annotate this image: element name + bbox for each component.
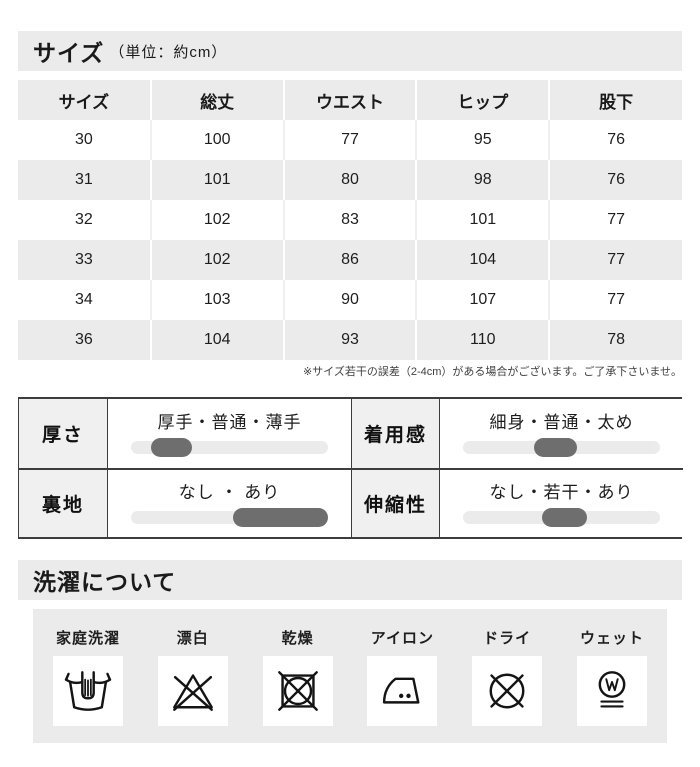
attribute-label: 厚さ [19, 399, 107, 468]
care-symbol-item: ドライ [472, 627, 543, 726]
slider-pill [233, 508, 328, 527]
care-symbol-item: 家庭洗濯 [53, 627, 123, 726]
size-cell: 90 [282, 280, 417, 320]
care-symbols-panel: 家庭洗濯 漂白 乾燥 アイロン ドライ ウェット [33, 609, 667, 743]
table-row: 36 104 93 110 78 [18, 320, 682, 360]
care-symbol-label: 漂白 [176, 629, 209, 647]
attribute-value: なし ・ あり [107, 468, 351, 537]
size-cell: 33 [18, 240, 151, 280]
no-bleach-icon [157, 655, 228, 726]
attribute-table: 厚さ 厚手・普通・薄手 着用感 細身・普通・太め裏地 なし ・ あり 伸縮性 なし・若干・あ… [18, 397, 683, 539]
size-cell: 36 [18, 320, 151, 360]
no-tumble-dry-icon [262, 655, 333, 726]
care-symbol-label: 乾燥 [281, 629, 314, 647]
size-cell: 76 [548, 160, 682, 200]
size-column-header: 総丈 [149, 80, 284, 120]
attribute-value: 厚手・普通・薄手 [107, 399, 351, 468]
slider-pill [150, 438, 193, 457]
size-table-body: 30 100 77 95 76 31 101 80 98 76 32 102 83 101 77 33 102 8… [18, 120, 682, 360]
size-cell: 80 [282, 160, 417, 200]
size-cell: 31 [18, 160, 151, 200]
size-cell: 78 [548, 320, 682, 360]
iron-two-dots-icon [367, 655, 438, 726]
size-cell: 83 [282, 200, 417, 240]
attribute-label: 着用感 [351, 399, 439, 468]
size-cell: 100 [149, 120, 284, 160]
size-cell: 103 [149, 280, 284, 320]
attribute-label: 伸縮性 [351, 468, 439, 537]
table-row: 31 101 80 98 76 [18, 160, 682, 200]
attribute-slider [131, 437, 328, 457]
slider-pill [541, 508, 587, 527]
size-cell: 34 [18, 280, 151, 320]
size-section-header: サイズ （単位：約cm） [18, 31, 682, 71]
attribute-slider [463, 507, 660, 527]
attribute-value: なし・若干・あり [439, 468, 683, 537]
size-unit-note: （単位：約cm） [109, 43, 228, 61]
attribute-scale-text: なし ・ あり [178, 483, 281, 502]
size-column-header: ヒップ [415, 80, 550, 120]
care-symbol-label: アイロン [370, 629, 435, 647]
size-table-header-row: サイズ 総丈 ウエスト ヒップ 股下 [18, 80, 682, 120]
size-cell: 107 [415, 280, 550, 320]
table-row: 33 102 86 104 77 [18, 240, 682, 280]
size-column-header: 股下 [548, 80, 682, 120]
size-column-header: サイズ [18, 80, 151, 120]
size-cell: 77 [282, 120, 417, 160]
size-section-title: サイズ [33, 40, 105, 66]
table-row: 32 102 83 101 77 [18, 200, 682, 240]
size-cell: 101 [415, 200, 550, 240]
size-cell: 102 [149, 200, 284, 240]
care-symbol-item: 漂白 [157, 627, 228, 726]
care-symbol-label: ウェット [579, 629, 644, 647]
attribute-scale-text: 厚手・普通・薄手 [157, 413, 302, 432]
size-cell: 110 [415, 320, 550, 360]
attribute-scale-text: なし・若干・あり [489, 483, 634, 502]
size-cell: 77 [548, 240, 682, 280]
size-cell: 104 [415, 240, 550, 280]
attribute-scale-text: 細身・普通・太め [489, 413, 634, 432]
size-cell: 76 [548, 120, 682, 160]
care-symbol-item: アイロン [367, 627, 438, 726]
no-dry-clean-icon [472, 655, 543, 726]
size-cell: 98 [415, 160, 550, 200]
washing-section-title: 洗濯について [33, 569, 177, 595]
table-row: 30 100 77 95 76 [18, 120, 682, 160]
size-cell: 93 [282, 320, 417, 360]
size-cell: 32 [18, 200, 151, 240]
hand-wash-icon [53, 655, 123, 726]
attribute-value: 細身・普通・太め [439, 399, 683, 468]
washing-section-header: 洗濯について [18, 560, 682, 600]
size-column-header: ウエスト [282, 80, 417, 120]
size-cell: 101 [149, 160, 284, 200]
size-cell: 102 [149, 240, 284, 280]
care-symbol-label: ドライ [483, 629, 532, 647]
care-symbol-label: 家庭洗濯 [55, 629, 120, 647]
size-cell: 77 [548, 200, 682, 240]
attribute-label: 裏地 [19, 468, 107, 537]
attribute-slider [131, 507, 328, 527]
size-cell: 95 [415, 120, 550, 160]
care-symbol-item: ウェット [576, 627, 647, 726]
size-cell: 30 [18, 120, 151, 160]
size-cell: 104 [149, 320, 284, 360]
care-symbol-item: 乾燥 [262, 627, 333, 726]
size-cell: 86 [282, 240, 417, 280]
size-tolerance-note: ※サイズ若干の誤差（2-4cm）がある場合がございます。ご了承下さいませ。 [302, 366, 682, 378]
slider-pill [534, 438, 578, 457]
attribute-slider [463, 437, 660, 457]
size-cell: 77 [548, 280, 682, 320]
wet-clean-icon [576, 655, 647, 726]
table-row: 34 103 90 107 77 [18, 280, 682, 320]
size-chart-table: サイズ 総丈 ウエスト ヒップ 股下 30 100 77 95 76 31 101 80 98 76 32 1… [18, 80, 682, 360]
